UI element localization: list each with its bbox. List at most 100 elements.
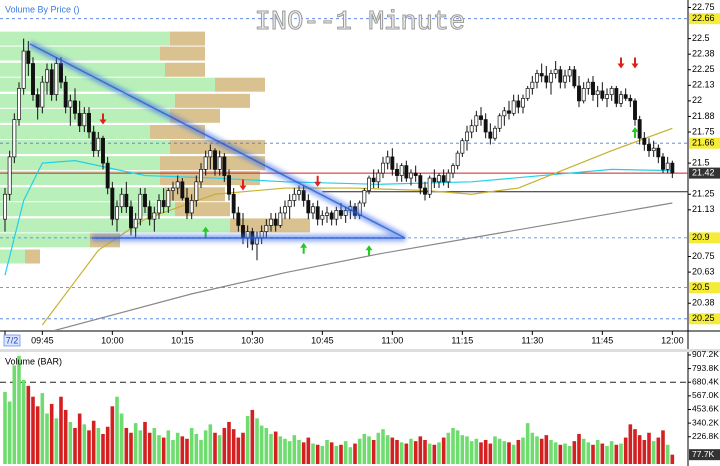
volume-bar: [563, 443, 567, 464]
volume-bar: [381, 429, 385, 464]
candle-body: [497, 115, 502, 129]
volume-bar: [269, 433, 273, 464]
candle-body: [45, 69, 49, 83]
candle-body: [77, 112, 82, 127]
volume-bar: [339, 444, 343, 464]
candle-body: [656, 147, 661, 158]
volume-bar: [77, 413, 82, 464]
volume-bar: [409, 438, 413, 464]
vbp-up: [0, 171, 160, 186]
volume-bar: [264, 427, 269, 464]
volume-bar: [59, 396, 63, 464]
volume-bar: [451, 427, 455, 464]
y-tick-label: 22.5: [692, 33, 710, 43]
buy_signals: [300, 242, 308, 254]
candle-body: [591, 81, 595, 95]
x-tick-label: 11:00: [381, 335, 403, 345]
volume-bar: [199, 439, 203, 464]
candle-body: [325, 212, 329, 216]
moving-average: [54, 202, 673, 330]
candle-body: [264, 225, 269, 232]
vbp-up: [0, 156, 160, 171]
volume-bar: [320, 445, 325, 464]
candle-body: [651, 147, 656, 152]
volume-bar: [507, 442, 511, 464]
volume-bar: [133, 423, 138, 464]
y-tick-label: 20.75: [692, 251, 715, 261]
volume-bar: [297, 439, 301, 464]
volume-bar: [619, 443, 623, 464]
candle-body: [301, 190, 306, 201]
candle-body: [544, 75, 549, 83]
volume-bar: [413, 441, 418, 464]
volume-bar: [572, 441, 577, 464]
candle-body: [404, 165, 409, 179]
candle-body: [283, 206, 287, 214]
volume-bar: [423, 439, 427, 464]
candle-body: [269, 218, 273, 226]
candle-body: [395, 169, 399, 176]
candle-body: [507, 110, 511, 114]
volume-bar: [530, 432, 535, 464]
candle-body: [605, 94, 609, 99]
vbp-up: [0, 31, 170, 46]
candle-body: [479, 115, 483, 120]
candle-body: [73, 100, 77, 114]
x-tick-label: 11:45: [591, 335, 613, 345]
volume-bar: [665, 444, 670, 464]
volume-bar: [180, 436, 185, 464]
candle-body: [371, 177, 376, 183]
candle-body: [278, 212, 283, 226]
candle-body: [670, 162, 675, 174]
candle-body: [334, 210, 339, 220]
candle-body: [586, 81, 591, 89]
volume-bar: [68, 421, 73, 464]
vbp-down: [160, 46, 205, 61]
vbp-up: [0, 187, 165, 202]
volume-bar: [157, 435, 161, 464]
candle-body: [451, 165, 455, 174]
x-tick-label: 10:00: [101, 335, 124, 345]
x-tick-label: 09:45: [31, 335, 54, 345]
volume-bar: [567, 445, 572, 464]
candle-body: [418, 175, 423, 189]
volume-bar: [3, 391, 7, 464]
volume-bar: [553, 442, 558, 464]
candle-body: [399, 165, 404, 176]
candle-body: [525, 88, 530, 99]
volume-bar: [465, 436, 469, 464]
current-price-bg: [689, 167, 720, 179]
current-volume-bg: [689, 449, 720, 461]
date-label-bg: [3, 334, 21, 347]
candle-body: [63, 81, 68, 108]
candle-body: [59, 63, 63, 83]
vbp-up: [0, 139, 170, 154]
volume-bar: [390, 437, 395, 464]
candle-body: [119, 193, 124, 208]
current-volume-label: 77.7K: [692, 449, 715, 459]
candle-body: [124, 193, 129, 208]
volume-bar: [213, 432, 217, 464]
volume-bar: [586, 442, 591, 464]
panel-divider: [0, 349, 720, 352]
volume-bar: [591, 444, 595, 464]
volume-bar: [283, 438, 287, 464]
volume-bar: [143, 421, 147, 464]
vbp-up: [0, 125, 150, 139]
candle-body: [194, 181, 199, 201]
candle-body: [217, 156, 222, 170]
volume-bar: [357, 438, 362, 464]
chart-title: INO--1 Minute: [255, 8, 466, 38]
candle-body: [180, 181, 185, 199]
volume-bar: [371, 439, 376, 464]
volume-bar: [455, 430, 460, 464]
y-tick-label: 20.38: [692, 298, 715, 308]
candle-body: [49, 69, 54, 95]
candle-body: [535, 73, 539, 83]
volume-bar: [511, 444, 516, 464]
candle-body: [101, 137, 105, 164]
volume-bar: [166, 430, 171, 464]
volume-bar: [40, 393, 45, 464]
vbp-down: [175, 93, 250, 108]
candle-body: [553, 69, 558, 74]
